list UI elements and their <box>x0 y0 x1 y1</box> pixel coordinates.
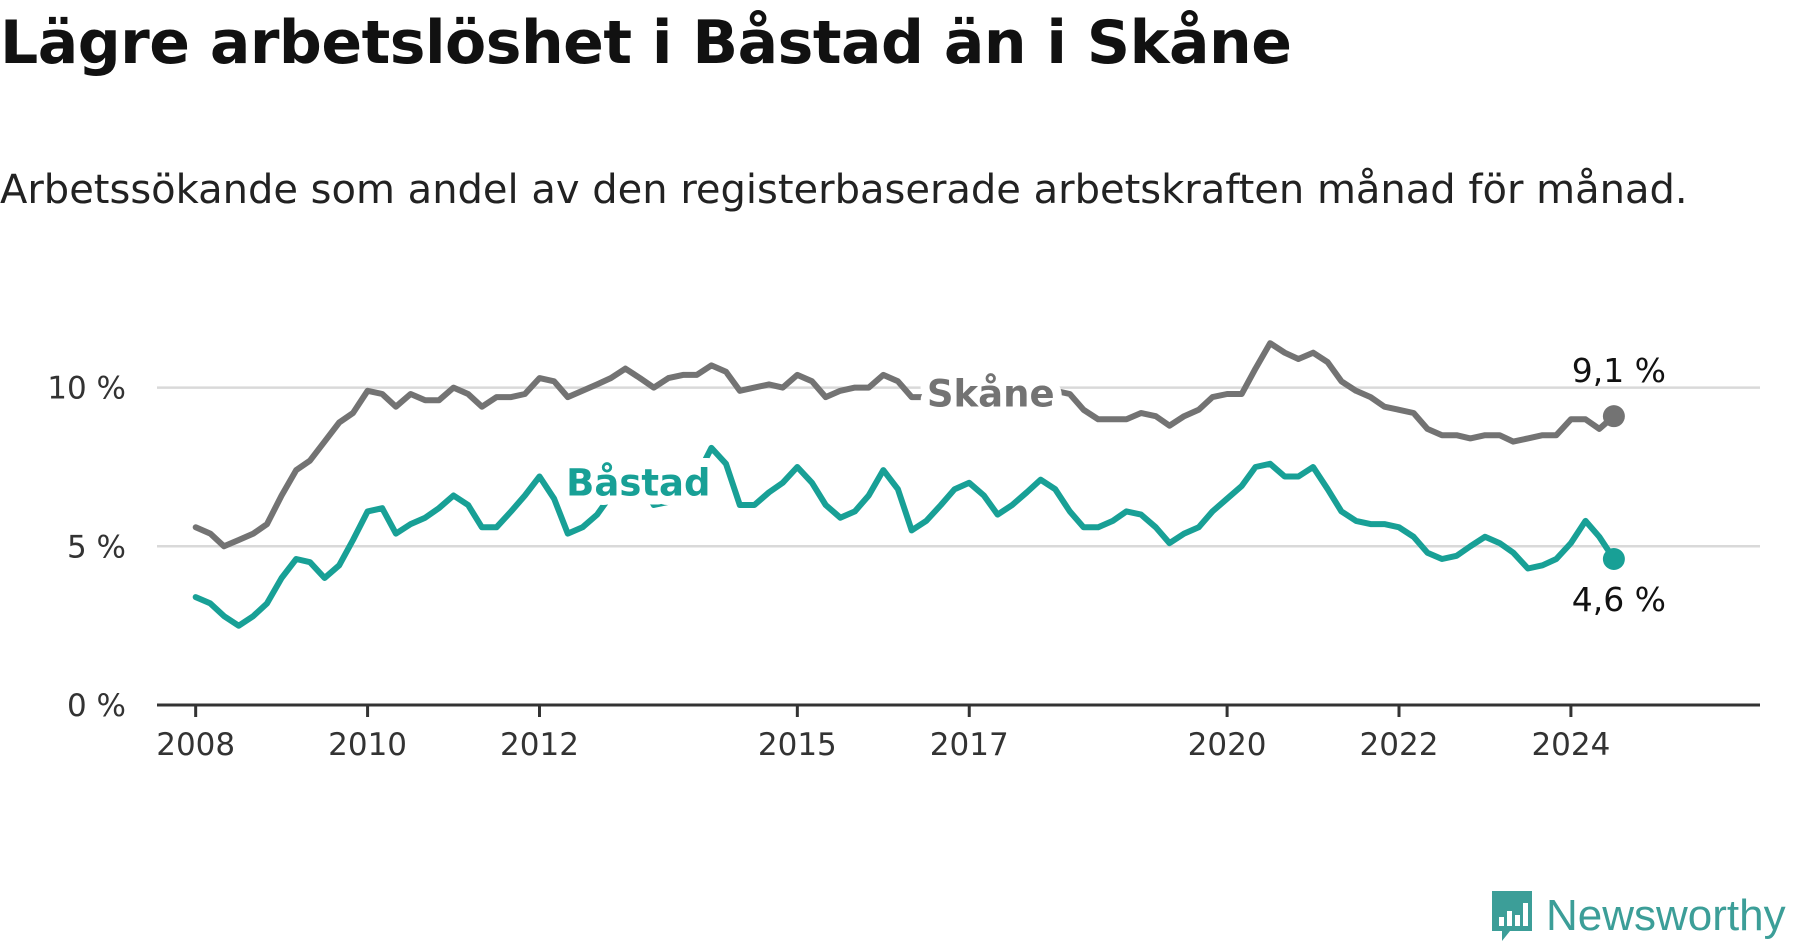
series-label-skane: Skåne <box>927 373 1055 416</box>
series-line-bastad <box>192 444 1617 629</box>
brand-name: Newsworthy <box>1546 891 1786 940</box>
newsworthy-logo-icon <box>1492 891 1532 941</box>
newsworthy-brand[interactable]: Newsworthy <box>1488 885 1786 947</box>
x-tick-label-2015: 2015 <box>758 727 837 763</box>
chart-title: Lägre arbetslöshet i Båstad än i Skåne <box>0 8 1292 78</box>
x-tick-label-2024: 2024 <box>1531 727 1610 763</box>
y-tick-label-0: 0 % <box>67 688 126 724</box>
axes: 0 % 5 % 10 % 2008 2010 2012 2015 2017 2020 2022 20… <box>47 371 1760 763</box>
x-tick-label-2010: 2010 <box>328 727 407 763</box>
x-tick-label-2017: 2017 <box>930 727 1009 763</box>
series-lines <box>192 340 1625 629</box>
endpoint-marker-bastad <box>1602 548 1625 570</box>
y-tick-label-10: 10 % <box>47 371 126 407</box>
series-label-halo-skane: Skåne <box>927 373 1055 416</box>
end-value-label-bastad: 4,6 % <box>1572 580 1666 619</box>
x-tick-label-2020: 2020 <box>1188 727 1267 763</box>
end-value-label-skane: 9,1 % <box>1572 351 1666 390</box>
x-tick-label-2008: 2008 <box>156 727 235 763</box>
x-tick-label-2022: 2022 <box>1360 727 1439 763</box>
series-line-skane <box>192 340 1617 550</box>
y-tick-label-5: 5 % <box>67 529 126 565</box>
x-tick-label-2012: 2012 <box>500 727 579 763</box>
series-label-halo-bastad: Båstad <box>566 462 710 505</box>
series-label-bastad: Båstad <box>566 462 710 505</box>
chart-subtitle: Arbetssökande som andel av den registerb… <box>0 167 1688 213</box>
endpoint-marker-skane <box>1602 405 1625 428</box>
